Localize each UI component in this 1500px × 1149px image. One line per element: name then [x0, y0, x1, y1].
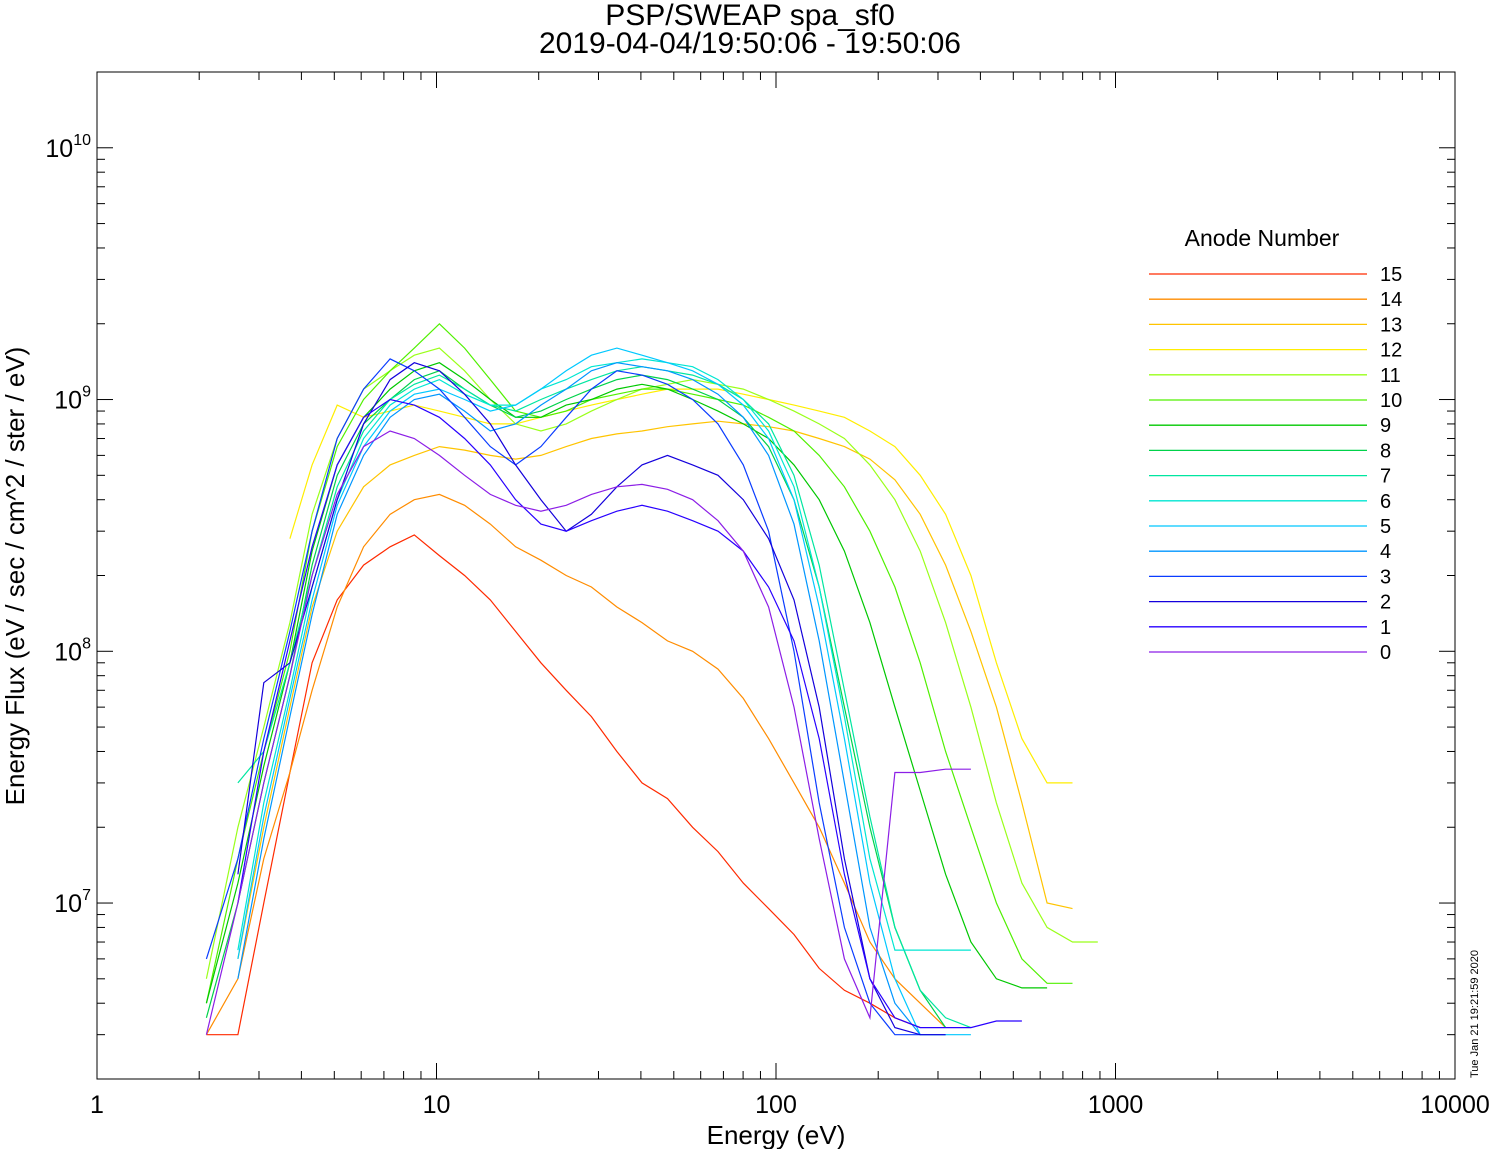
series-line-anode-7: [237, 366, 972, 1029]
chart-subtitle: 2019-04-04/19:50:06 - 19:50:06: [538, 27, 961, 60]
legend-label-anode-0: 0: [1380, 642, 1391, 664]
plot-frame: [96, 71, 1456, 1080]
legend-label-anode-6: 6: [1380, 491, 1391, 513]
series-line-anode-5: [237, 347, 971, 1036]
series-line-anode-10: [205, 322, 1073, 1004]
series-line-anode-13: [237, 420, 1073, 960]
chart-title: PSP/SWEAP spa_sf0: [605, 0, 895, 32]
legend-label-anode-14: 14: [1380, 289, 1402, 311]
x-tick-label: 1000: [1088, 1091, 1144, 1119]
series-line-anode-4: [237, 362, 946, 1036]
legend-label-anode-12: 12: [1380, 340, 1402, 362]
y-tick-label: 109: [54, 384, 91, 415]
series-line-anode-3: [205, 358, 921, 1036]
legend-label-anode-7: 7: [1380, 466, 1391, 488]
y-tick-label: 1010: [45, 132, 91, 163]
legend-label-anode-3: 3: [1380, 566, 1391, 588]
series-line-anode-14: [205, 493, 947, 1035]
legend-label-anode-1: 1: [1380, 617, 1391, 639]
series-line-anode-6: [237, 358, 971, 951]
series-line-anode-9: [205, 362, 1048, 1004]
series-lines: [205, 322, 1098, 1036]
series-line-anode-11: [205, 347, 1098, 979]
series-line-anode-2: [237, 362, 946, 1036]
series-line-anode-15: [206, 534, 921, 1036]
legend-label-anode-13: 13: [1380, 314, 1402, 336]
legend-label-anode-9: 9: [1380, 415, 1391, 437]
legend-label-anode-2: 2: [1380, 592, 1391, 614]
y-tick-label: 107: [54, 887, 91, 918]
series-line-anode-12: [289, 388, 1073, 784]
legend-label-anode-5: 5: [1380, 516, 1391, 538]
y-tick-label: 108: [54, 635, 91, 666]
timestamp: Tue Jan 21 19:21:59 2020: [1469, 949, 1481, 1078]
legend-label-anode-4: 4: [1380, 541, 1391, 563]
x-tick-label: 10000: [1420, 1091, 1490, 1119]
x-tick-label: 1: [90, 1091, 104, 1119]
series-line-anode-8: [205, 370, 947, 1028]
legend-title: Anode Number: [1185, 225, 1340, 251]
legend-label-anode-11: 11: [1380, 365, 1401, 387]
legend-label-anode-15: 15: [1380, 264, 1402, 286]
y-axis-label: Energy Flux (eV / sec / cm^2 / ster / eV…: [0, 347, 30, 806]
x-tick-label: 10: [423, 1091, 451, 1119]
series-line-anode-1: [237, 398, 1022, 1029]
legend-label-anode-10: 10: [1380, 390, 1402, 412]
x-tick-label: 100: [755, 1091, 797, 1119]
legend-label-anode-8: 8: [1380, 440, 1391, 462]
x-axis-label: Energy (eV): [707, 1120, 846, 1149]
series-line-anode-0: [205, 430, 971, 1035]
